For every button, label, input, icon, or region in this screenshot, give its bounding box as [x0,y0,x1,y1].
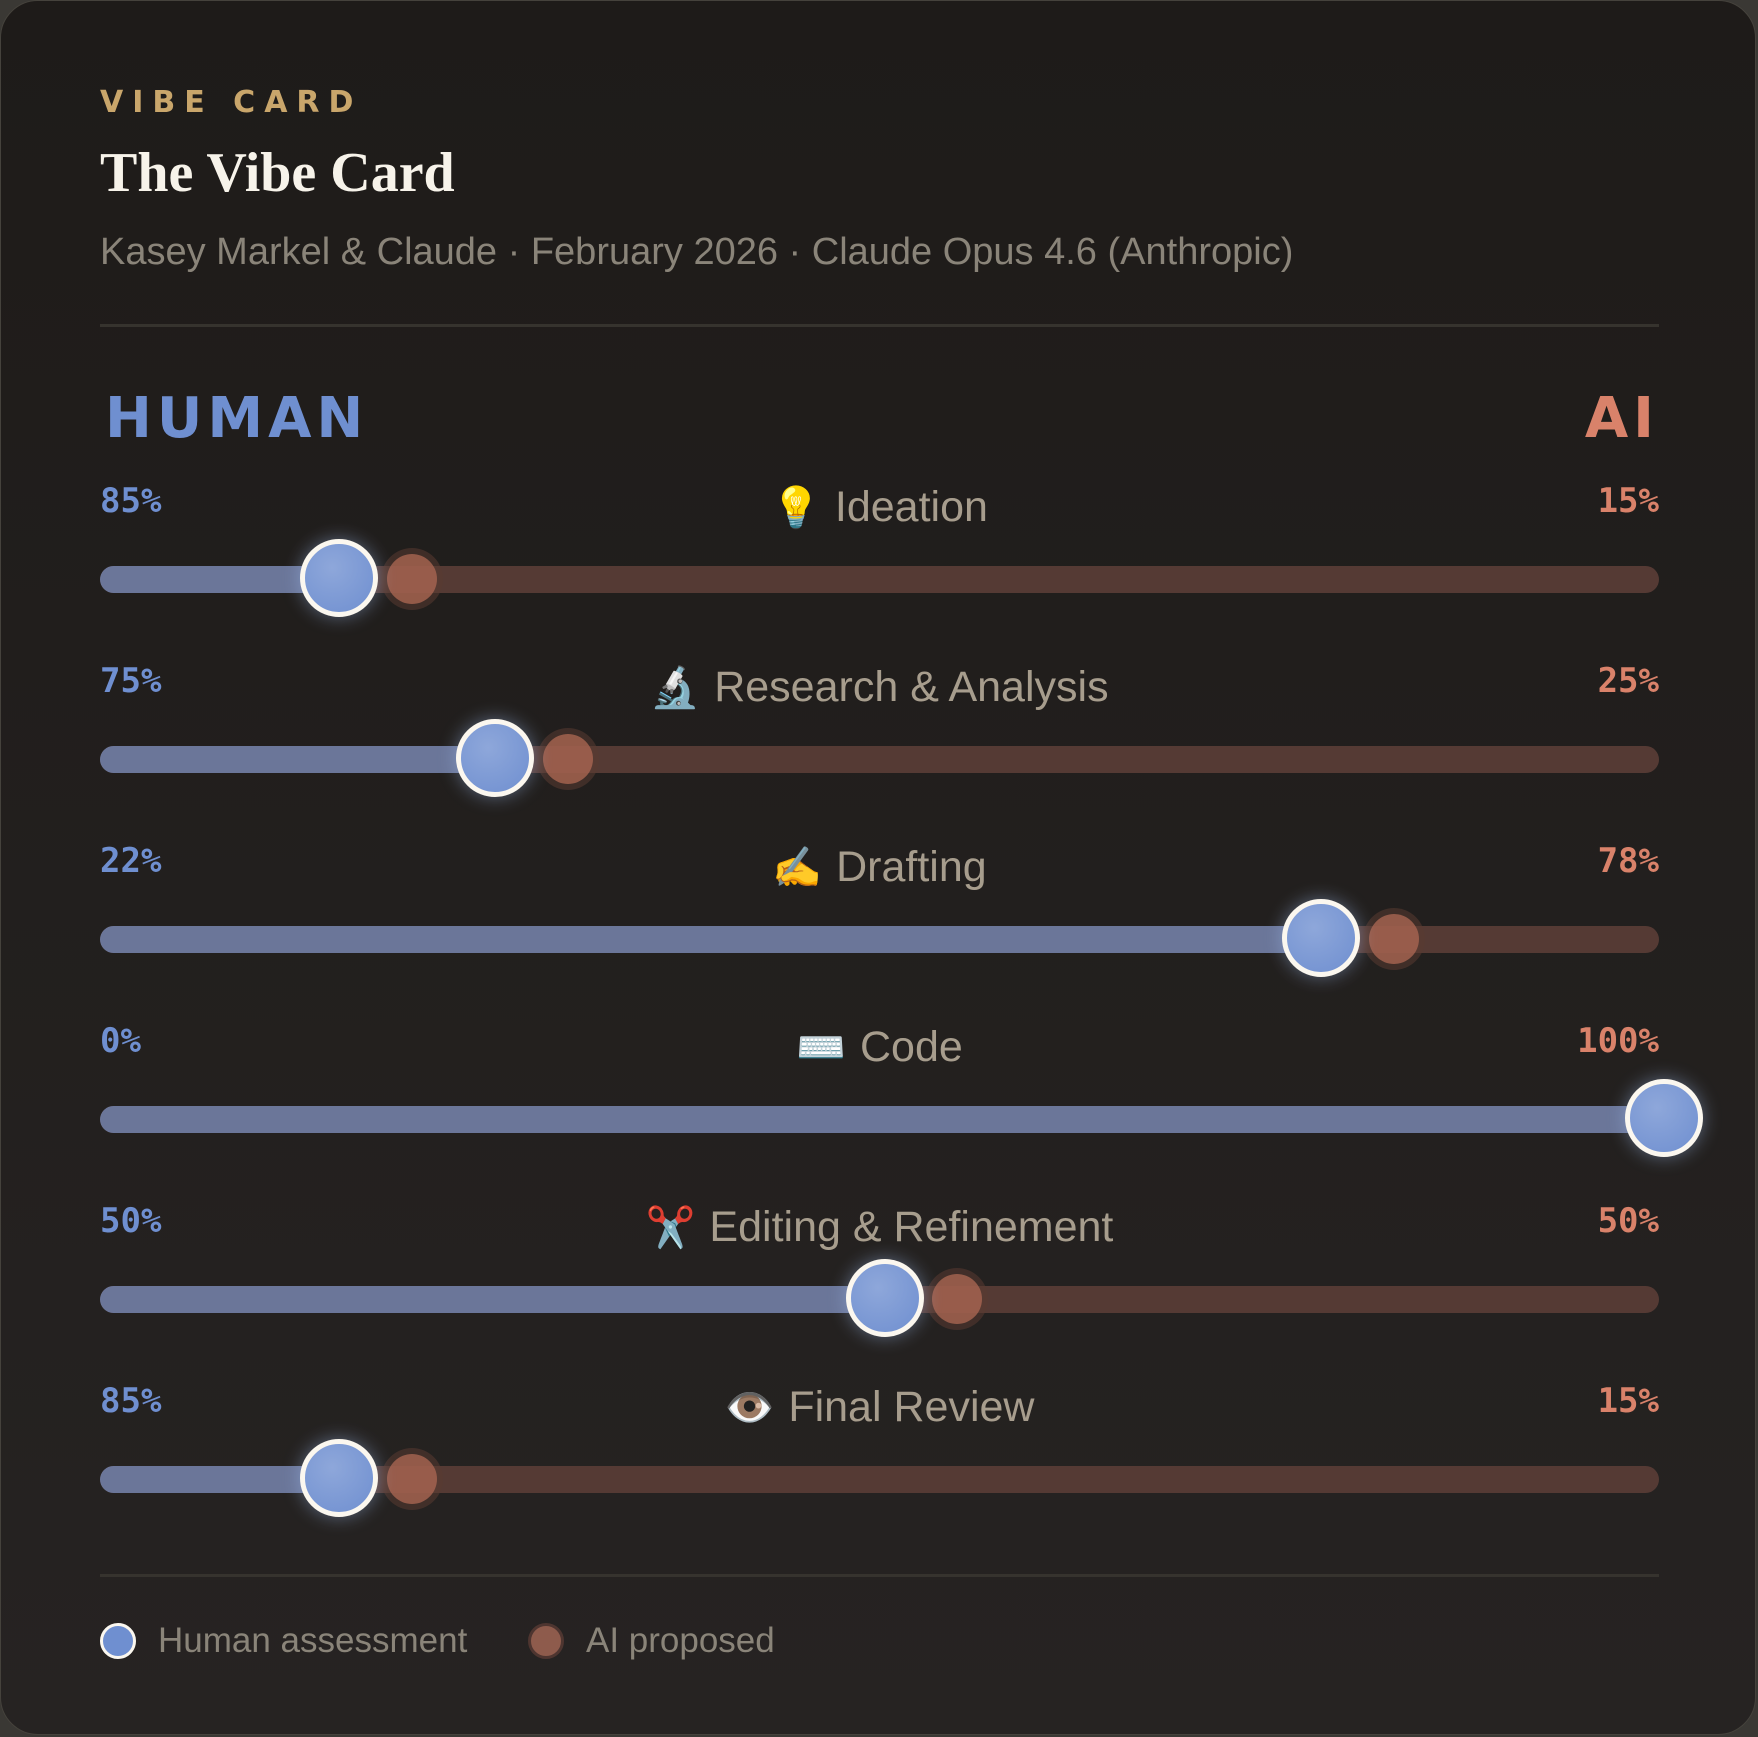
category-label: 🔬 Research & Analysis [100,663,1659,712]
scissors-icon: ✂️ [645,1205,696,1251]
human-percent: 85% [100,1381,162,1421]
eyebrow-label: VIBE CARD [100,85,363,120]
category-label: ✂️ Editing & Refinement [100,1203,1659,1252]
header-divider [100,324,1659,327]
slider-row: 85% 💡 Ideation 15% [100,481,1659,641]
category-label: 👁️ Final Review [100,1383,1659,1432]
category-name: Research & Analysis [714,663,1109,711]
category-name: Ideation [834,483,988,531]
legend-item-human: Human assessment [100,1621,467,1661]
ai-percent: 50% [1597,1201,1659,1241]
human-percent: 85% [100,481,162,521]
slider-row: 22% ✍️ Drafting 78% [100,841,1659,1001]
ai-percent: 78% [1597,841,1659,881]
card-title: The Vibe Card [100,142,455,204]
card-subtitle: Kasey Markel & Claude · February 2026 · … [100,231,1294,273]
human-percent: 22% [100,841,162,881]
human-slider-thumb[interactable] [845,1259,924,1337]
human-fill [100,1286,880,1313]
ai-percent: 15% [1597,481,1659,521]
category-name: Code [860,1023,963,1071]
human-percent: 50% [100,1201,162,1241]
category-label: ✍️ Drafting [100,843,1659,892]
writing-hand-icon: ✍️ [772,845,823,891]
human-fill [100,566,334,593]
legend-item-ai: AI proposed [528,1621,775,1661]
keyboard-icon: ⌨️ [796,1025,846,1071]
ai-proposed-thumb [542,734,593,784]
legend-label-ai: AI proposed [586,1621,775,1660]
category-label: 💡 Ideation [100,483,1659,532]
human-slider-thumb[interactable] [299,539,378,617]
slider-track[interactable] [100,746,1659,773]
human-dot-icon [100,1623,136,1659]
human-percent: 0% [100,1021,141,1061]
microscope-icon: 🔬 [650,665,701,711]
human-fill [100,1106,1659,1133]
ai-percent: 100% [1577,1021,1659,1061]
human-fill [100,926,1317,953]
ai-percent: 15% [1597,1381,1659,1421]
slider-row: 75% 🔬 Research & Analysis 25% [100,661,1659,821]
category-name: Drafting [836,843,987,891]
category-name: Editing & Refinement [709,1203,1114,1251]
human-axis-label: HUMAN [105,386,369,451]
human-fill [100,1466,334,1493]
human-slider-thumb[interactable] [455,719,534,797]
lightbulb-icon: 💡 [771,485,821,531]
slider-row: 50% ✂️ Editing & Refinement 50% [100,1201,1659,1361]
eye-icon: 👁️ [724,1385,775,1431]
human-slider-thumb[interactable] [1282,899,1361,977]
ai-percent: 25% [1597,661,1659,701]
human-slider-thumb[interactable] [299,1439,378,1517]
ai-proposed-thumb [386,1454,437,1504]
ai-dot-icon [528,1623,564,1659]
ai-proposed-thumb [932,1274,983,1324]
slider-track[interactable] [100,1106,1659,1133]
ai-axis-label: AI [1584,386,1659,451]
slider-row: 85% 👁️ Final Review 15% [100,1381,1659,1541]
ai-proposed-thumb [386,554,437,604]
human-percent: 75% [100,661,162,701]
human-slider-thumb[interactable] [1625,1079,1703,1157]
category-name: Final Review [788,1383,1035,1431]
footer-divider [100,1574,1659,1577]
category-label: ⌨️ Code [100,1023,1659,1072]
ai-proposed-thumb [1368,914,1419,964]
slider-row: 0% ⌨️ Code 100% [100,1021,1703,1181]
slider-track[interactable] [100,926,1659,953]
legend-label-human: Human assessment [158,1621,468,1660]
human-fill [100,746,490,773]
